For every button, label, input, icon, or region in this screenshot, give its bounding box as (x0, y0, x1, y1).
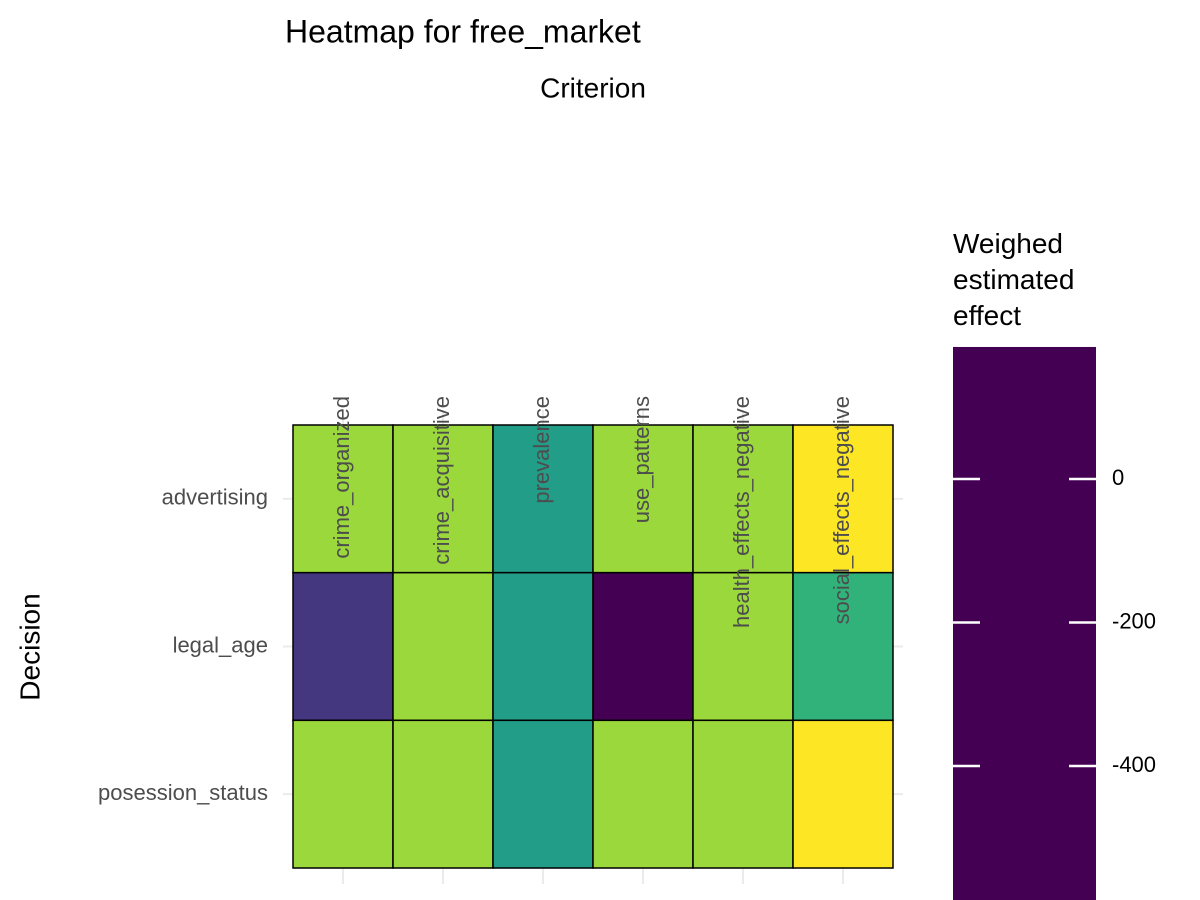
y-tick-label: posession_status (98, 780, 268, 805)
x-tick-label: health_effects_negative (729, 396, 754, 628)
chart-title: Heatmap for free_market (285, 13, 641, 49)
heatmap-cell (392, 571, 494, 722)
y-tick-label: advertising (162, 485, 268, 510)
x-tick-label: prevalence (529, 396, 554, 504)
heatmap-cell (492, 719, 594, 869)
heatmap-cell (292, 571, 394, 722)
colorbar-tick-label: -200 (1112, 608, 1156, 633)
heatmap-cell (692, 719, 794, 869)
heatmap-cell (692, 571, 794, 722)
x-tick-label: crime_organized (329, 396, 354, 559)
x-tick-label: use_patterns (629, 396, 654, 523)
x-tick-label: crime_acquisitive (429, 396, 454, 565)
y-tick-label: legal_age (173, 632, 268, 657)
y-axis-title: Decision (14, 593, 45, 700)
heatmap-cell (392, 719, 494, 869)
heatmap-cell (292, 719, 394, 869)
colorbar-tick-label: -400 (1112, 752, 1156, 777)
colorbar-tick-label: 0 (1112, 465, 1124, 490)
legend-title: Weighed estimated effect (953, 228, 1075, 331)
heatmap-cell (792, 571, 894, 722)
heatmap-cell (492, 571, 594, 722)
heatmap-cell (592, 719, 694, 869)
heatmap-cell (792, 719, 894, 869)
heatmap-cell (592, 571, 694, 722)
x-axis-title: Criterion (540, 72, 646, 103)
x-tick-label: social_effects_negative (829, 396, 854, 624)
heatmap-cell (792, 424, 894, 574)
